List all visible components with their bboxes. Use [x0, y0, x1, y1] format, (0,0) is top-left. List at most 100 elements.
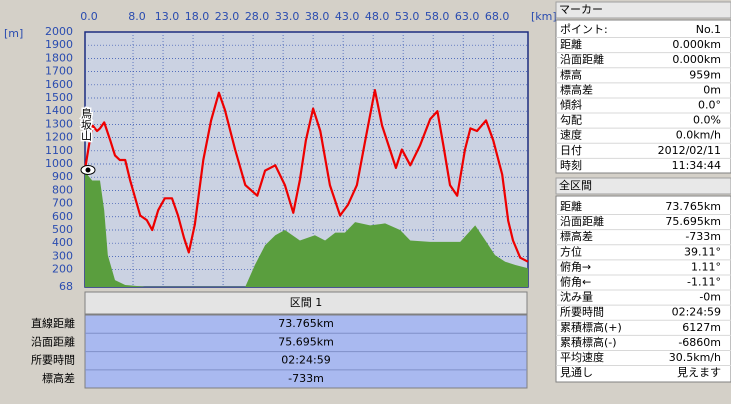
- x-tick-label: 58.0: [425, 10, 450, 23]
- section-label: 所要時間: [31, 354, 75, 367]
- total-panel-box: [555, 195, 731, 383]
- panel-title: 全区間: [559, 178, 592, 192]
- terrain-area: [85, 171, 528, 287]
- x-tick-label: 0.0: [80, 10, 98, 23]
- panel-label: 時刻: [560, 158, 582, 172]
- y-tick-label: 1200: [45, 131, 73, 144]
- panel-value: 0.000km: [672, 38, 721, 51]
- total-header-box: [555, 177, 731, 195]
- panel-value: 見えます: [677, 366, 721, 379]
- y-tick-label: 1500: [45, 91, 73, 104]
- route-line: [83, 89, 529, 263]
- panel-value: -6860m: [678, 336, 721, 349]
- panel-label: 標高差: [560, 82, 593, 96]
- panel-value: 30.5km/h: [669, 351, 721, 364]
- panel-value: 0.000km: [672, 53, 721, 66]
- panel-label: 累積標高(+): [560, 320, 622, 334]
- x-tick-label: 13.0: [155, 10, 180, 23]
- panel-value: 1.11°: [691, 260, 721, 273]
- panel-value: -733m: [685, 230, 721, 243]
- panel-value: 11:34:44: [672, 159, 721, 172]
- marker-pupil: [85, 167, 91, 173]
- panel-value: 2012/02/11: [658, 144, 721, 157]
- panel-value: No.1: [696, 23, 721, 36]
- panel-value: 959m: [689, 68, 721, 81]
- x-tick-label: 23.0: [215, 10, 240, 23]
- panel-label: 速度: [560, 128, 582, 142]
- section-label: 沿面距離: [31, 334, 75, 348]
- panel-label: 傾斜: [560, 98, 582, 112]
- panel-value: 73.765km: [665, 200, 721, 213]
- panel-value: 0.0km/h: [676, 129, 721, 142]
- x-tick-label: 68.0: [485, 10, 510, 23]
- y-tick-label: 1300: [45, 117, 73, 130]
- panel-label: 距離: [560, 199, 582, 213]
- panel-label: 距離: [560, 37, 582, 51]
- panel-value: 02:24:59: [672, 306, 721, 319]
- y-tick-label: 1000: [45, 157, 73, 170]
- y-tick-label: 1600: [45, 78, 73, 91]
- y-tick-label: 1900: [45, 38, 73, 51]
- x-tick-label: 18.0: [185, 10, 210, 23]
- panel-label: 沿面距離: [560, 214, 604, 228]
- panel-label: 勾配: [560, 114, 582, 127]
- y-tick-label: 1700: [45, 65, 73, 78]
- panel-value: 0m: [703, 83, 721, 96]
- panel-value: 75.695km: [665, 215, 721, 228]
- panel-label: 標高差: [560, 229, 593, 243]
- y-tick-label: 600: [52, 210, 73, 223]
- x-unit: [km]: [531, 10, 557, 23]
- section-value: 75.695km: [278, 335, 334, 348]
- marker-label: 鳥坂山: [80, 107, 93, 141]
- section-value: -733m: [288, 372, 324, 385]
- panel-label: ポイント:: [560, 23, 608, 36]
- panel-title: マーカー: [559, 3, 603, 16]
- y-tick-label: 700: [52, 197, 73, 210]
- y-tick-label: 300: [52, 249, 73, 262]
- panel-label: 平均速度: [560, 350, 604, 364]
- y-tick-label: 1800: [45, 51, 73, 64]
- panel-label: 標高: [560, 67, 582, 81]
- section-label: 標高差: [42, 371, 75, 385]
- y-tick-label: 1400: [45, 104, 73, 117]
- panel-label: 方位: [560, 244, 582, 258]
- y-tick-label: 68: [59, 280, 73, 293]
- marker-panel-box: [555, 19, 731, 174]
- section-value: 73.765km: [278, 317, 334, 330]
- panel-value: 6127m: [682, 321, 721, 334]
- panel-value: 0.0°: [698, 99, 721, 112]
- x-tick-label: 43.0: [335, 10, 360, 23]
- y-tick-label: 200: [52, 263, 73, 276]
- y-tick-label: 1100: [45, 144, 73, 157]
- x-tick-label: 33.0: [275, 10, 300, 23]
- panel-label: 所要時間: [560, 306, 604, 319]
- panel-label: 俯角→: [560, 259, 591, 273]
- marker-header-box: [555, 1, 731, 19]
- panel-value: -1.11°: [687, 276, 721, 289]
- y-tick-label: 800: [52, 183, 73, 196]
- panel-label: 沿面距離: [560, 52, 604, 66]
- y-unit: [m]: [4, 27, 23, 40]
- panel-label: 日付: [560, 144, 582, 157]
- section-value: 02:24:59: [281, 354, 330, 367]
- panel-label: 沈み量: [560, 290, 593, 304]
- y-tick-label: 2000: [45, 25, 73, 38]
- section-header-box: [84, 291, 528, 315]
- y-tick-label: 500: [52, 223, 73, 236]
- section-header: 区間 1: [290, 296, 323, 309]
- panel-value: -0m: [699, 291, 721, 304]
- y-tick-label: 400: [52, 236, 73, 249]
- x-tick-label: 63.0: [455, 10, 480, 23]
- x-tick-label: 28.0: [245, 10, 270, 23]
- x-tick-label: 38.0: [305, 10, 330, 23]
- x-tick-label: 48.0: [365, 10, 390, 23]
- x-tick-label: 8.0: [128, 10, 146, 23]
- x-tick-label: 53.0: [395, 10, 420, 23]
- panel-label: 俯角←: [560, 275, 591, 289]
- panel-label: 見通し: [560, 366, 593, 379]
- panel-value: 39.11°: [684, 245, 721, 258]
- panel-label: 累積標高(-): [560, 335, 617, 349]
- section-label: 直線距離: [31, 316, 75, 330]
